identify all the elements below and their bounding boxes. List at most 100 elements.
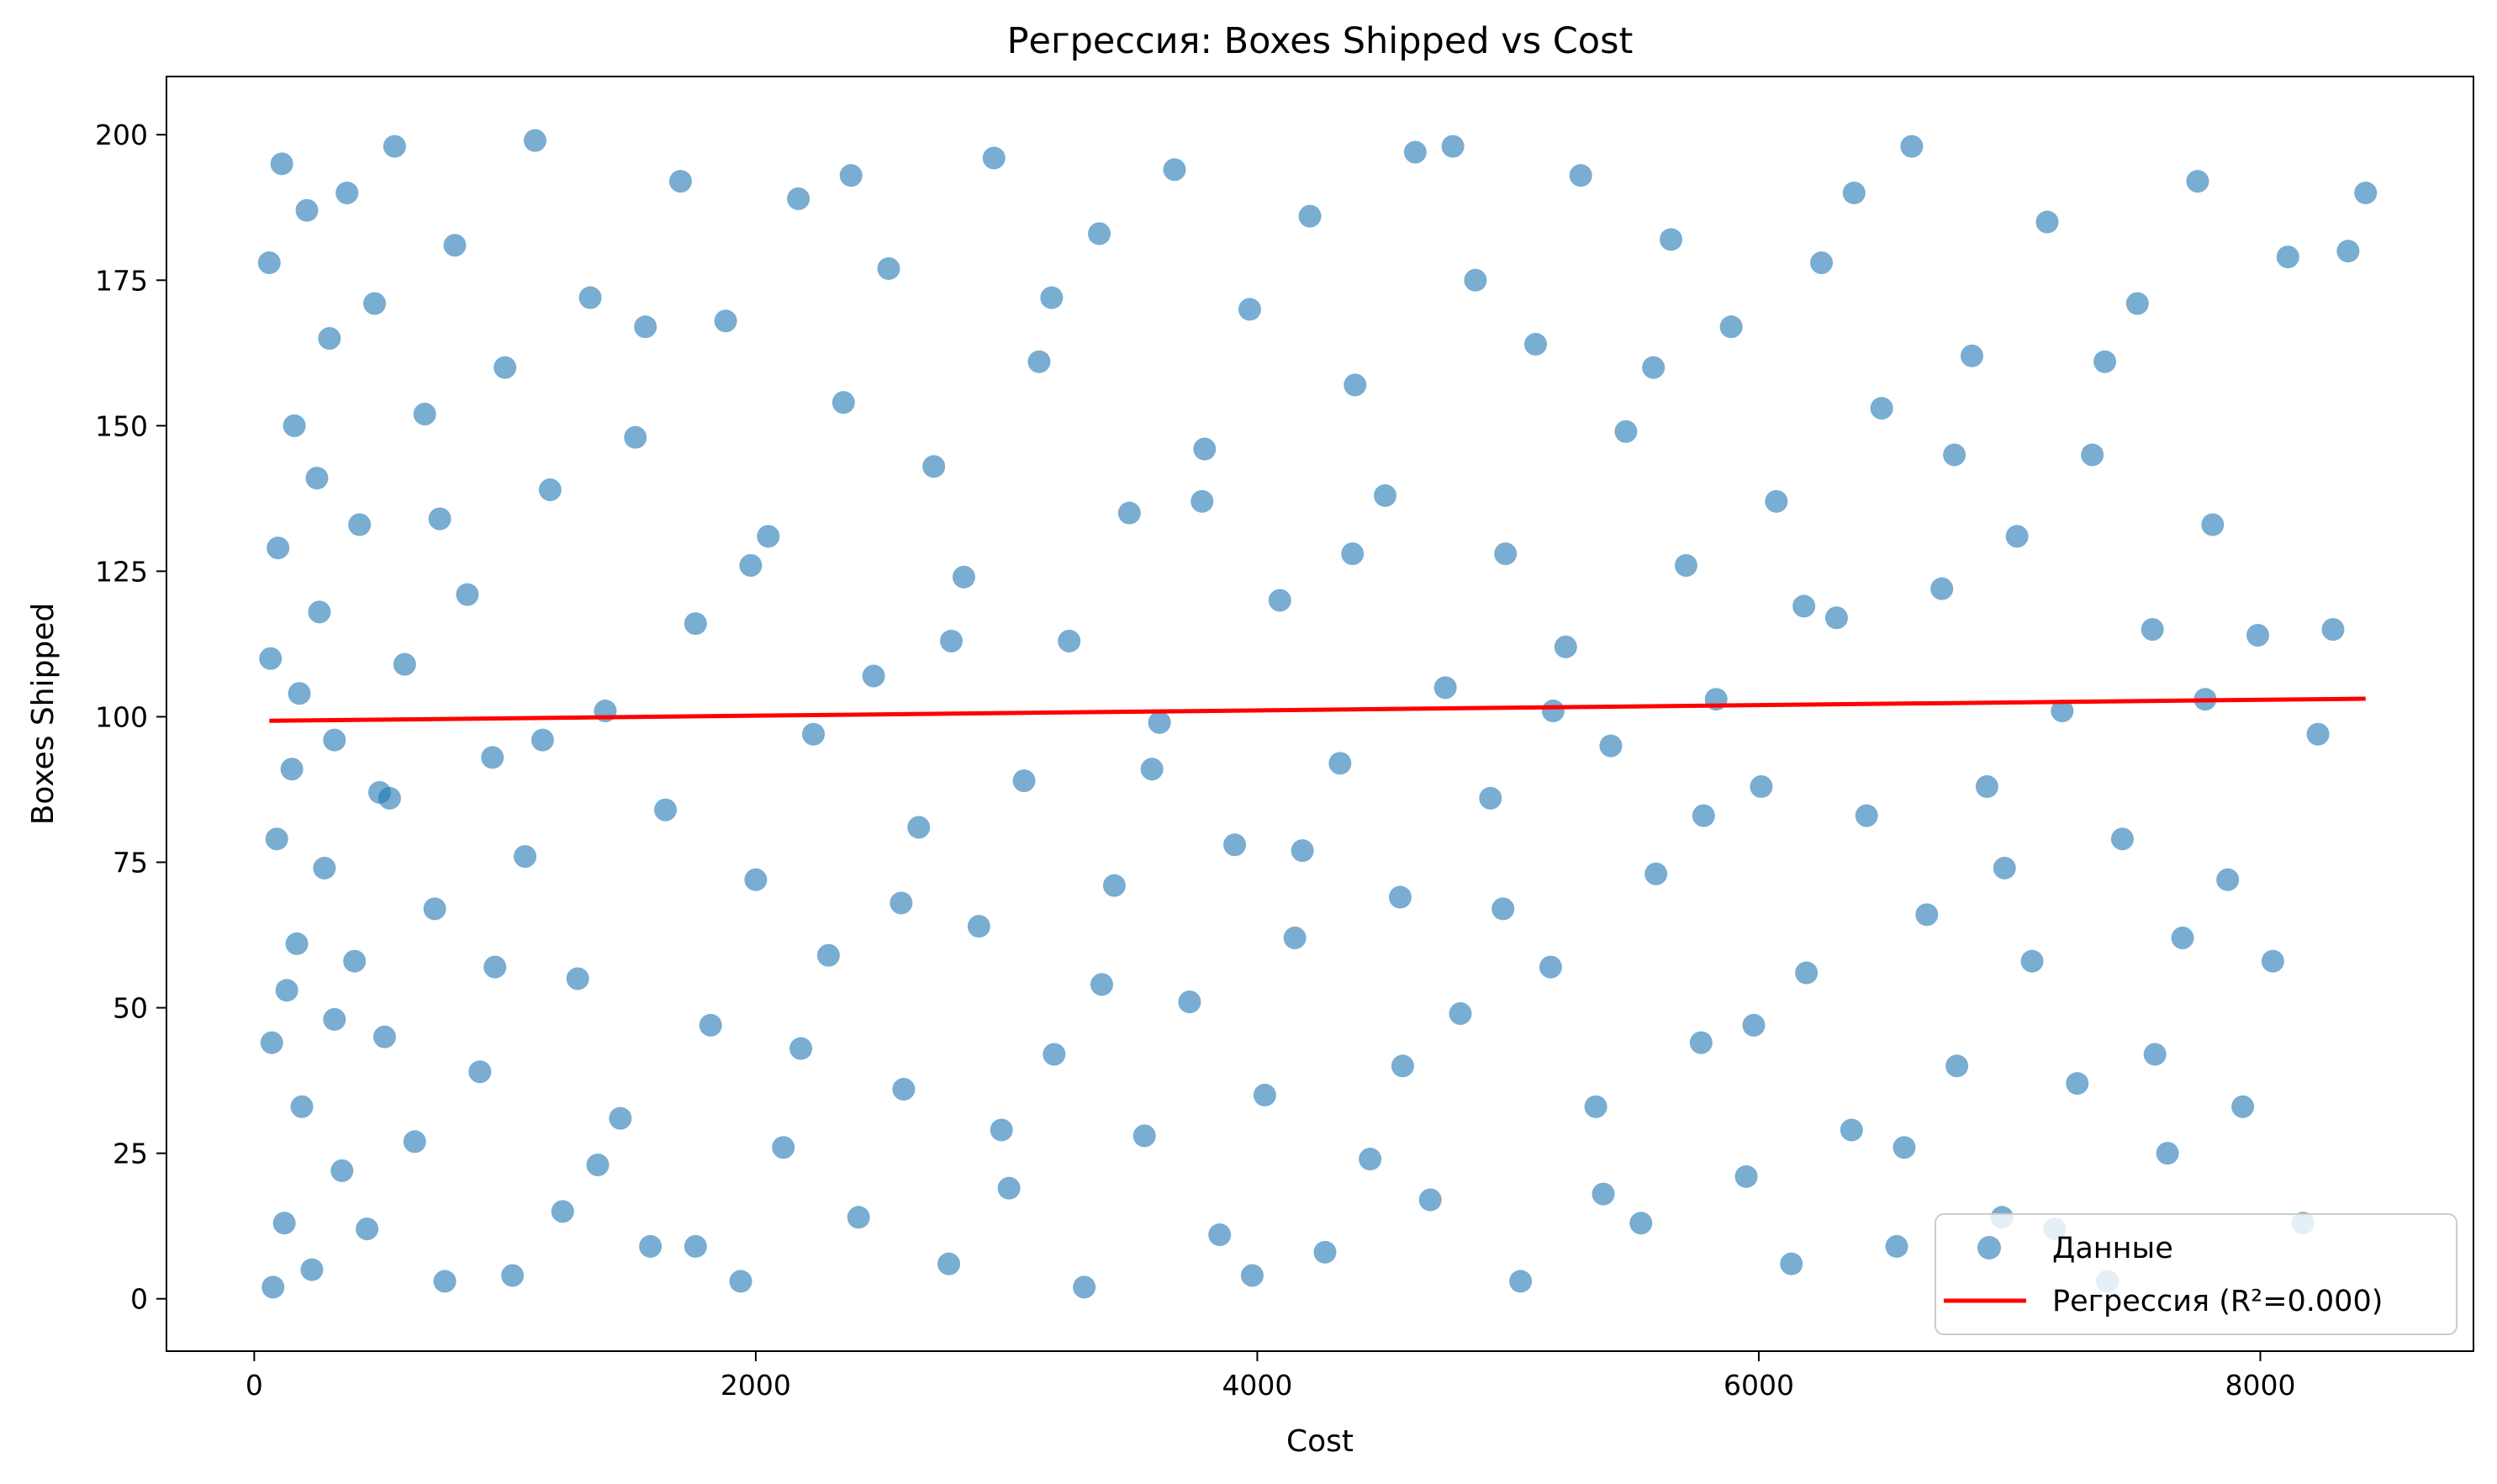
- data-point: [684, 612, 707, 636]
- data-point: [802, 722, 826, 746]
- data-point: [295, 198, 319, 222]
- data-point: [739, 553, 763, 577]
- data-point: [1719, 315, 1743, 339]
- y-axis-ticks: 0 25 50 75 100 125 150 175 200: [95, 119, 166, 1316]
- data-point: [2276, 246, 2299, 269]
- data-point: [1893, 1136, 1916, 1159]
- data-point: [1132, 1124, 1156, 1148]
- data-point: [2354, 181, 2378, 204]
- data-point: [714, 309, 737, 333]
- data-point: [578, 286, 602, 309]
- x-tick-label: 2000: [721, 1369, 791, 1402]
- data-point: [654, 798, 678, 821]
- data-point: [1088, 222, 1111, 246]
- data-point: [1599, 734, 1623, 758]
- data-point: [744, 868, 768, 891]
- data-point: [1328, 752, 1352, 775]
- data-point: [1238, 298, 1261, 321]
- data-point: [323, 728, 346, 752]
- data-point: [1993, 856, 2016, 879]
- data-point: [1298, 204, 1322, 228]
- y-tick-label: 175: [95, 264, 148, 297]
- data-point: [2141, 618, 2164, 642]
- data-point: [2306, 722, 2330, 746]
- data-point: [892, 1077, 916, 1101]
- data-point: [624, 425, 647, 449]
- data-point: [1692, 804, 1715, 827]
- data-point: [1058, 629, 1081, 652]
- data-point: [403, 1130, 426, 1154]
- data-point: [265, 827, 288, 851]
- data-point: [1644, 862, 1668, 885]
- data-point: [890, 891, 913, 915]
- data-point: [393, 652, 416, 676]
- data-point: [531, 728, 554, 752]
- data-point: [1945, 1054, 1969, 1078]
- x-tick-label: 6000: [1724, 1369, 1794, 1402]
- data-point: [1842, 181, 1866, 204]
- data-point: [1433, 676, 1457, 700]
- data-point: [343, 949, 367, 973]
- data-point: [383, 135, 406, 158]
- data-point: [982, 146, 1006, 170]
- data-point: [260, 1031, 283, 1054]
- data-point: [1043, 1043, 1066, 1066]
- data-point: [2171, 927, 2194, 950]
- legend: Данные Регрессия (R²=0.000): [1935, 1213, 2457, 1335]
- data-point: [1341, 542, 1365, 566]
- data-point: [684, 1234, 707, 1258]
- regression-line-layer: [269, 696, 2366, 723]
- data-point: [356, 1217, 379, 1241]
- data-point: [1148, 710, 1171, 734]
- data-point: [1539, 955, 1562, 979]
- data-point: [1584, 1095, 1607, 1118]
- data-point: [609, 1106, 632, 1130]
- data-point: [523, 129, 546, 152]
- data-point: [2066, 1072, 2089, 1096]
- data-point: [1418, 1188, 1442, 1212]
- data-point: [428, 507, 451, 531]
- data-point: [551, 1200, 574, 1223]
- data-point: [2336, 240, 2360, 263]
- data-point: [1795, 961, 1819, 985]
- data-point: [1689, 1031, 1713, 1054]
- data-point: [1190, 489, 1214, 513]
- data-point: [1040, 286, 1064, 309]
- data-point: [1870, 397, 1893, 420]
- data-point: [1569, 164, 1592, 187]
- data-point: [1240, 1264, 1264, 1287]
- y-tick-label: 25: [113, 1138, 148, 1170]
- data-point: [1102, 874, 1126, 897]
- data-point: [1073, 1275, 1096, 1299]
- data-point: [1140, 758, 1164, 781]
- data-point: [1494, 542, 1518, 566]
- data-point: [348, 513, 372, 536]
- data-point: [1855, 804, 1878, 827]
- data-point: [267, 536, 290, 560]
- y-axis-label: Boxes Shipped: [26, 603, 61, 826]
- data-point: [990, 1118, 1013, 1142]
- data-point: [280, 758, 304, 781]
- data-point: [1642, 356, 1666, 379]
- data-point: [789, 1037, 813, 1060]
- data-point: [1403, 140, 1427, 164]
- x-axis-ticks: 0 2000 4000 6000 8000: [245, 1351, 2295, 1402]
- data-point: [1344, 373, 1367, 397]
- data-point: [481, 746, 504, 769]
- data-point: [816, 943, 840, 967]
- data-point: [729, 1270, 752, 1293]
- data-point: [2005, 525, 2029, 548]
- data-point: [335, 181, 359, 204]
- data-point: [494, 356, 517, 379]
- data-point: [2201, 513, 2225, 536]
- data-point: [1441, 135, 1465, 158]
- data-point: [1840, 1118, 1863, 1142]
- plot-area: [166, 77, 2473, 1351]
- data-point: [1449, 1002, 1472, 1026]
- data-point: [1464, 268, 1487, 292]
- data-point: [1117, 501, 1141, 525]
- data-point: [757, 525, 780, 548]
- data-point: [2186, 170, 2209, 193]
